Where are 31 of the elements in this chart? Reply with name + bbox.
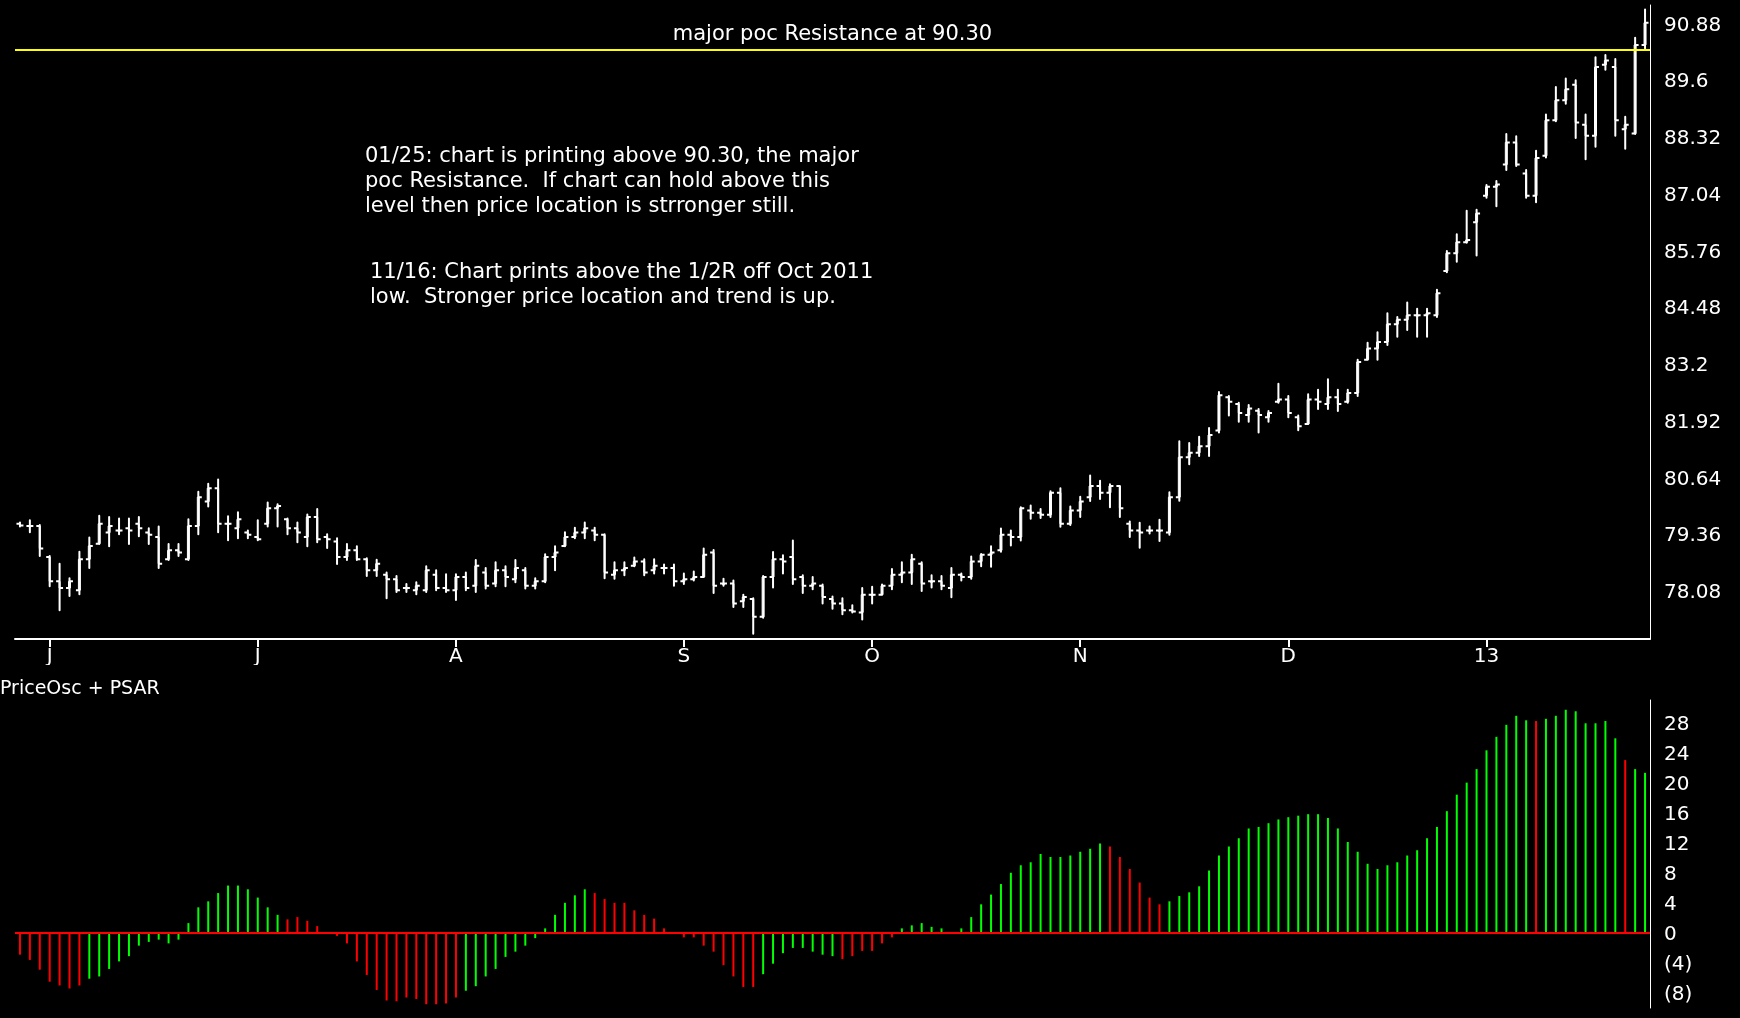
y-tick-label: 4 xyxy=(1664,890,1677,915)
ref-line-label: major poc Resistance at 90.30 xyxy=(672,20,993,45)
y-tick-label: 88.32 xyxy=(1664,125,1722,150)
y-tick-label: 28 xyxy=(1664,710,1690,735)
x-tick-label: 13 xyxy=(1473,643,1500,667)
y-tick-label: (4) xyxy=(1664,950,1693,975)
y-tick-label: 20 xyxy=(1664,770,1690,795)
y-tick-label: 0 xyxy=(1664,920,1677,945)
y-tick-label: 87.04 xyxy=(1664,181,1722,206)
y-tick-label: 12 xyxy=(1664,830,1690,855)
annotation: 11/16: Chart prints above the 1/2R off Oct 2011 low. Stronger price location and trend is up. xyxy=(370,258,874,308)
y-tick-label: 78.08 xyxy=(1664,579,1722,604)
y-tick-label: 85.76 xyxy=(1664,238,1722,263)
y-tick-label: 16 xyxy=(1664,800,1690,825)
x-tick-label: O xyxy=(864,643,881,667)
y-tick-label: 89.6 xyxy=(1664,68,1709,93)
y-tick-label: 84.48 xyxy=(1664,295,1722,320)
x-tick-label: D xyxy=(1280,643,1297,667)
x-tick-label: A xyxy=(449,643,464,667)
x-tick-label: S xyxy=(677,643,691,667)
y-tick-label: 80.64 xyxy=(1664,465,1722,490)
y-tick-label: 79.36 xyxy=(1664,522,1722,547)
x-tick-label: N xyxy=(1072,643,1088,667)
chart-title: PriceOsc + PSAR xyxy=(0,675,160,698)
annotation: 01/25: chart is printing above 90.30, the major poc Resistance. If chart can hold above this level then price location is strronger still. xyxy=(365,142,860,217)
y-tick-label: (8) xyxy=(1664,980,1693,1005)
y-tick-label: 24 xyxy=(1664,740,1690,765)
y-tick-label: 81.92 xyxy=(1664,408,1722,433)
y-tick-label: 90.88 xyxy=(1664,11,1722,36)
y-tick-label: 8 xyxy=(1664,860,1677,885)
y-tick-label: 83.2 xyxy=(1664,352,1709,377)
